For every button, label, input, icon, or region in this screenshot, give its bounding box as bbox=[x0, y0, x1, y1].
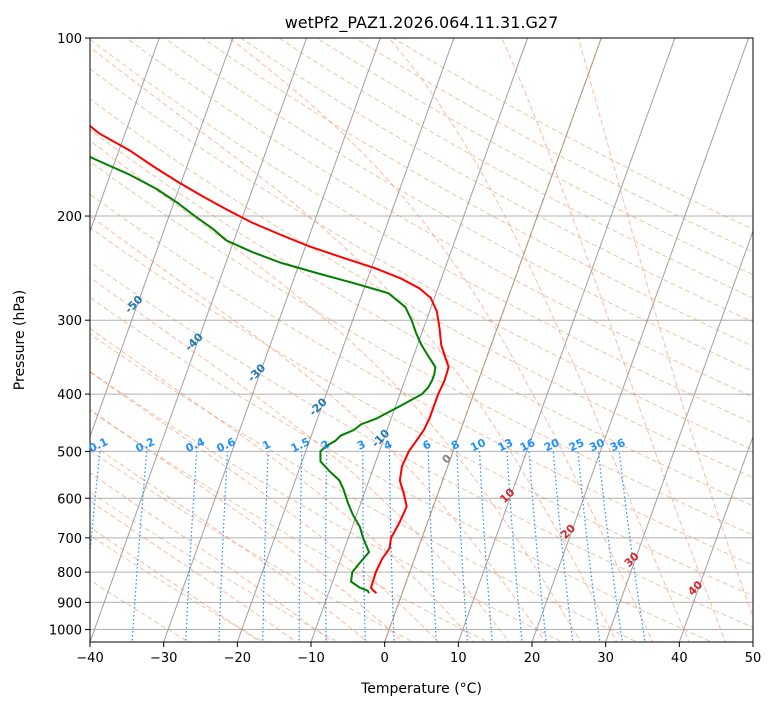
x-tick-label: 20 bbox=[524, 651, 541, 666]
dry-adiabat bbox=[90, 160, 753, 536]
moist-adiabat bbox=[90, 327, 475, 642]
mixing-ratio-line bbox=[618, 451, 646, 642]
moist-adiabat bbox=[90, 276, 510, 642]
y-tick-label: 700 bbox=[57, 532, 82, 547]
freezing-isotherm bbox=[384, 38, 602, 642]
moist-adiabat bbox=[90, 46, 618, 642]
y-axis-label: Pressure (hPa) bbox=[12, 290, 28, 390]
mixing-ratio-line bbox=[506, 451, 523, 642]
moist-adiabat bbox=[229, 38, 654, 642]
dry-adiabat bbox=[90, 370, 564, 642]
mixing-ratio-line bbox=[427, 451, 438, 642]
moist-adiabat bbox=[90, 215, 546, 642]
chart-title: wetPf2_PAZ1.2026.064.11.31.G27 bbox=[285, 13, 559, 33]
mixing-ratio-label: 30 bbox=[587, 436, 607, 454]
mixing-ratio-line bbox=[478, 451, 493, 642]
mixing-ratio-line bbox=[577, 451, 601, 642]
moist-adiabat bbox=[90, 371, 440, 642]
dry-adiabat bbox=[239, 38, 753, 323]
mixing-ratio-line bbox=[298, 451, 303, 642]
mixing-ratio-line bbox=[262, 451, 269, 642]
mixing-ratio-label: 36 bbox=[608, 436, 628, 454]
mixing-ratio-label: 13 bbox=[496, 436, 515, 454]
isotherm bbox=[531, 38, 750, 642]
mixing-ratio-label: 20 bbox=[542, 436, 562, 454]
mixing-ratio-lines bbox=[90, 451, 646, 642]
moist-adiabat bbox=[90, 526, 262, 642]
dry-adiabat bbox=[316, 38, 753, 276]
mixing-ratio-line bbox=[388, 451, 395, 642]
isotherm bbox=[310, 38, 529, 642]
mixing-ratio-label: 10 bbox=[468, 436, 488, 454]
x-tick-label: 30 bbox=[597, 651, 614, 666]
dry-adiabat bbox=[277, 38, 753, 299]
dry-adiabat bbox=[90, 296, 714, 642]
y-tick-label: 100 bbox=[57, 32, 82, 47]
isotherm bbox=[605, 229, 753, 642]
mixing-ratio-line bbox=[552, 451, 574, 642]
dry-adiabat bbox=[163, 38, 753, 372]
x-tick-label: −40 bbox=[76, 651, 103, 666]
dry-adiabat bbox=[125, 38, 753, 398]
x-tick-label: 50 bbox=[745, 651, 762, 666]
moist-adiabat bbox=[90, 442, 369, 642]
mixing-ratio-line bbox=[597, 451, 623, 642]
x-tick-label: 40 bbox=[671, 651, 688, 666]
isotherm bbox=[163, 38, 381, 642]
mixing-ratio-line bbox=[528, 451, 547, 642]
x-axis-label: Temperature (°C) bbox=[360, 681, 482, 697]
moist-adiabat bbox=[90, 140, 582, 642]
dewpoint-line bbox=[90, 155, 437, 594]
y-tick-label: 800 bbox=[57, 566, 82, 581]
y-tick-label: 500 bbox=[57, 445, 82, 460]
isotherm bbox=[678, 435, 753, 642]
mixing-ratio-line bbox=[131, 451, 148, 642]
x-tick-label: −10 bbox=[297, 651, 324, 666]
isotherm bbox=[90, 38, 160, 233]
y-tick-label: 200 bbox=[57, 210, 82, 225]
mixing-ratio-label: 25 bbox=[567, 436, 586, 454]
moist-adiabat bbox=[90, 500, 298, 642]
isotherm bbox=[90, 38, 308, 642]
dry-adiabats bbox=[90, 38, 753, 642]
dry-adiabat bbox=[90, 261, 753, 629]
dry-adiabat bbox=[90, 227, 753, 597]
plot-area bbox=[90, 38, 753, 642]
y-tick-label: 600 bbox=[57, 492, 82, 507]
isotherm bbox=[457, 38, 676, 642]
mixing-ratio-line bbox=[325, 451, 328, 642]
x-axis-ticks: −40 −30 −20 −10 0 10 20 30 40 50 bbox=[76, 642, 761, 666]
mixing-ratio-line bbox=[185, 451, 198, 642]
temperature-line bbox=[90, 124, 450, 594]
x-tick-label: −20 bbox=[224, 651, 251, 666]
mixing-ratio-line bbox=[218, 451, 229, 642]
freezing-line bbox=[384, 38, 602, 642]
y-tick-label: 900 bbox=[57, 596, 82, 611]
mixing-ratio-line bbox=[456, 451, 469, 642]
dry-adiabat bbox=[90, 333, 639, 642]
y-axis-ticks: 100 200 300 400 500 600 700 800 900 1000 bbox=[49, 32, 90, 638]
dry-adiabat bbox=[90, 409, 489, 642]
isotherm bbox=[236, 38, 455, 642]
moist-adiabat bbox=[577, 38, 753, 619]
mixing-ratio-line bbox=[362, 451, 366, 642]
plot-frame bbox=[89, 37, 754, 643]
y-tick-label: 1000 bbox=[49, 623, 82, 638]
moist-adiabats bbox=[90, 38, 753, 642]
x-tick-label: 0 bbox=[381, 651, 389, 666]
y-tick-label: 400 bbox=[57, 388, 82, 403]
x-tick-label: −30 bbox=[150, 651, 177, 666]
x-tick-label: 10 bbox=[450, 651, 467, 666]
dry-adiabat bbox=[90, 98, 753, 479]
isotherm bbox=[90, 38, 234, 439]
mixing-ratio-label: 16 bbox=[518, 436, 538, 454]
y-tick-label: 300 bbox=[57, 314, 82, 329]
